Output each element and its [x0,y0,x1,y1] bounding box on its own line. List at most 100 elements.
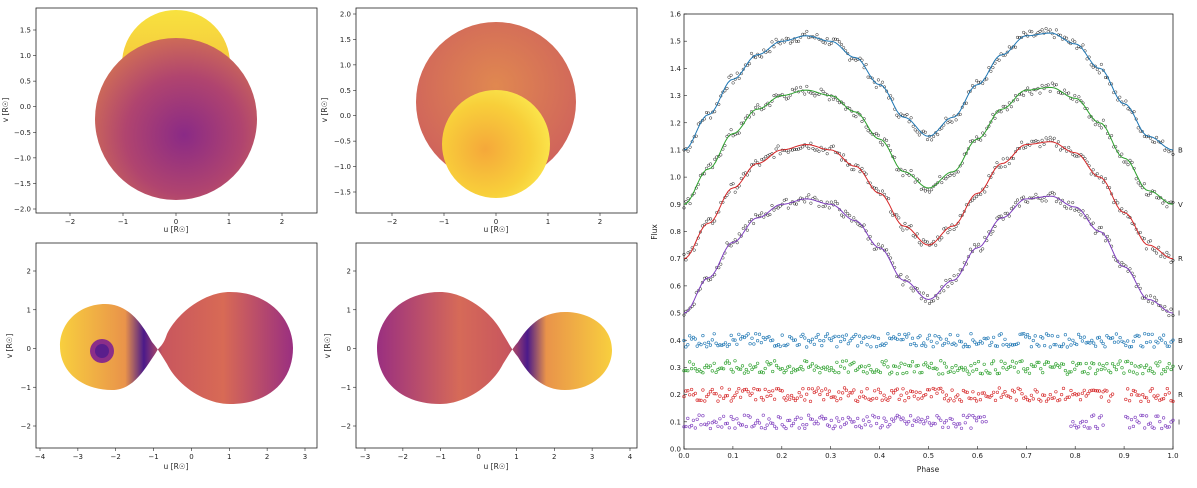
data-point [692,302,696,306]
data-point [925,138,930,142]
residual-point [772,344,777,348]
data-point [979,192,983,196]
residual-point [733,338,737,342]
residual-point [1075,393,1079,397]
residual-point [737,332,741,336]
residual-point [899,418,903,422]
data-point [885,138,889,142]
residual-point [944,337,949,341]
residual-point [706,340,711,345]
residual-point [956,422,960,426]
data-point [825,200,829,204]
residual-point [929,339,933,343]
data-point [1142,182,1146,186]
data-point [805,195,809,200]
residual-point [1084,394,1088,398]
data-point [1103,177,1108,181]
residual-point [778,388,782,393]
data-point [1099,62,1103,66]
y-tick-labels: 2.01.51.00.50.0−0.5−1.0−1.5 [334,11,356,197]
data-point [1075,100,1079,104]
residual-point [852,334,856,339]
residual-point [1154,396,1158,400]
residual-point [816,422,820,426]
residual-point [705,345,709,349]
residual-point [1076,332,1081,337]
residual-point [742,335,747,340]
residual-point [1097,362,1101,366]
residual-point [1143,365,1147,370]
data-point [999,110,1003,114]
data-point [866,129,870,133]
data-point [934,182,938,187]
data-point [713,219,717,223]
residual-V [682,359,1175,376]
residual-point [899,393,903,397]
residual-point [959,340,964,344]
residual-point [950,366,954,370]
residual-point [801,387,805,391]
residual-point [874,345,879,349]
residual-point [1129,418,1134,422]
data-point [831,37,835,41]
residual-point [1067,370,1071,374]
residual-point [1037,344,1041,348]
data-point [1146,193,1150,197]
data-point [876,133,880,137]
residual-point [759,341,764,345]
residual-point [863,335,867,339]
data-point [1028,29,1032,33]
data-point [856,222,860,226]
data-point [772,155,776,159]
data-point [909,116,913,120]
data-point [874,186,878,190]
residual-point [869,368,873,372]
residual-point [765,394,769,399]
residual-point [1105,389,1109,393]
y-axis-label: v [R☉] [323,334,332,359]
residual-point [971,338,975,342]
residual-point [1146,399,1151,403]
x-tick-label: 0.7 [1021,452,1032,460]
data-point [944,177,948,181]
residual-point [908,389,913,393]
data-point [762,48,766,52]
y-tick-label: −2 [341,423,351,431]
data-point [874,85,878,89]
residual-point [812,342,816,347]
residual-point [963,421,967,425]
data-point [1087,115,1091,119]
residual-point [908,414,913,418]
data-point [987,174,991,178]
data-point [778,42,782,46]
x-tick-labels: 0.0 0.1 0.2 0.3 0.4 0.5 0.6 0.7 0.8 0.9 1.0 [678,452,1178,460]
residual-point [1048,393,1052,397]
residual-point [682,338,686,343]
data-point [981,81,985,86]
data-point [930,138,934,142]
residual-point [1063,333,1067,337]
data-point [733,190,737,194]
residual-point [1120,366,1124,370]
residual-point [1086,426,1090,430]
residual-point [1154,361,1158,365]
residual-point [1092,341,1096,345]
data-point [1017,146,1022,151]
data-point [776,144,780,148]
x-tick-label: 2 [552,453,556,461]
residual-point [1163,369,1167,374]
data-point [813,195,817,199]
x-axis-label: u [R☉] [484,462,509,471]
data-point [999,165,1003,169]
data-point [880,244,885,248]
residual-point [791,421,796,426]
residual-point [806,413,811,417]
data-point [1118,95,1122,99]
data-point [1048,191,1052,195]
residual-point [916,397,920,401]
residual-point [1020,332,1024,336]
data-point [752,221,756,226]
y-tick-label: −1.0 [334,163,351,171]
data-point [942,289,946,293]
residual-point [1076,361,1081,366]
